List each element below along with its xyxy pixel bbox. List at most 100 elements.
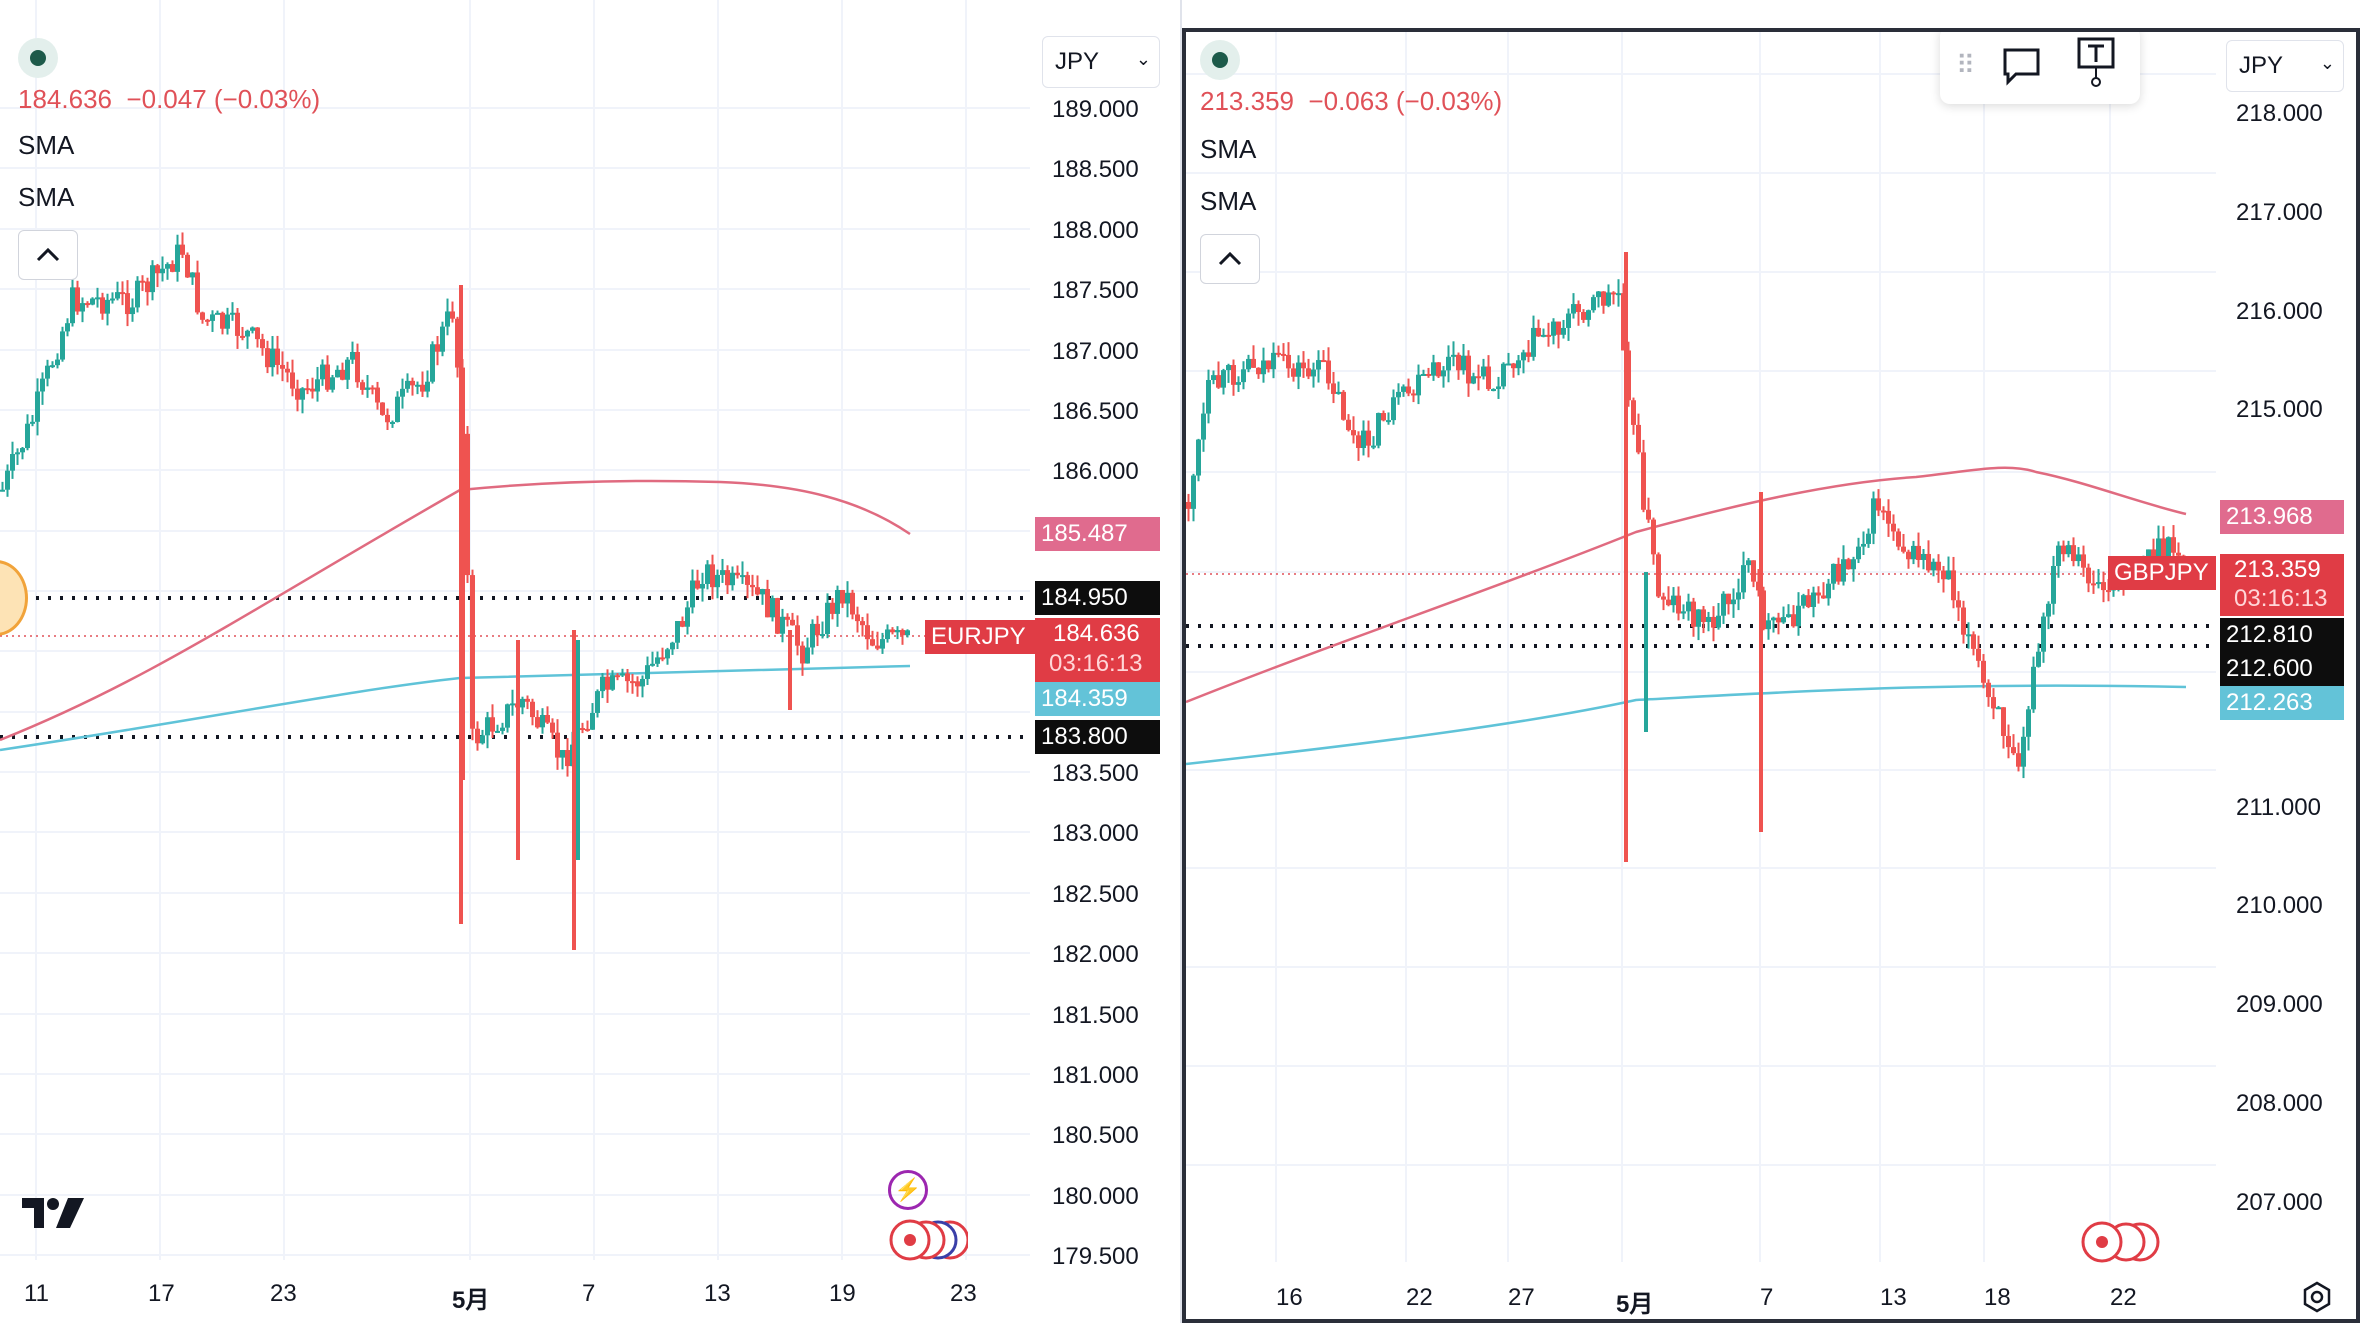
candle-body bbox=[1611, 292, 1616, 295]
candle-body bbox=[1421, 373, 1426, 376]
candle-body bbox=[560, 750, 565, 758]
candle-body bbox=[200, 312, 205, 320]
candle-body bbox=[190, 272, 195, 278]
economic-events-icon[interactable] bbox=[888, 1218, 970, 1262]
candle-body bbox=[1751, 560, 1756, 582]
level-low-tag[interactable]: 212.600 bbox=[2220, 652, 2344, 686]
candle-body bbox=[890, 629, 895, 633]
candle-body bbox=[1866, 533, 1871, 544]
candle-body bbox=[380, 402, 385, 415]
candle-body bbox=[210, 314, 215, 321]
candle-body bbox=[1516, 360, 1521, 369]
candle-body bbox=[1286, 354, 1291, 369]
candle-body bbox=[1921, 553, 1926, 560]
candle-body bbox=[590, 712, 595, 730]
candle-body bbox=[1276, 352, 1281, 355]
candle-body bbox=[500, 727, 505, 731]
candle-body bbox=[1636, 424, 1641, 453]
sma-blue-value-tag: 212.263 bbox=[2220, 686, 2344, 720]
candle-body bbox=[370, 387, 375, 390]
chart-pane-right[interactable]: 213.359 −0.063 (−0.03%) SMA SMA ⠿ JPY ⌄ … bbox=[1182, 28, 2360, 1323]
pane-divider[interactable] bbox=[1180, 0, 1182, 1323]
candle-body bbox=[530, 701, 535, 718]
candle-body bbox=[60, 331, 65, 360]
candle-body bbox=[670, 642, 675, 650]
candle-body bbox=[230, 312, 235, 315]
candle-body bbox=[1201, 413, 1206, 440]
currency-select[interactable]: JPY ⌄ bbox=[1042, 36, 1160, 88]
level-low-tag[interactable]: 183.800 bbox=[1035, 720, 1160, 754]
candle-body bbox=[1396, 391, 1401, 398]
bar-countdown: 03:16:13 bbox=[2234, 585, 2328, 612]
chart-canvas-right[interactable] bbox=[1186, 32, 2356, 1319]
candle-body bbox=[490, 717, 495, 732]
candle-body bbox=[255, 327, 260, 340]
candle-body bbox=[705, 564, 710, 584]
candle-body bbox=[450, 311, 455, 319]
market-status-icon[interactable] bbox=[1200, 40, 1240, 80]
lightning-event-icon[interactable]: ⚡ bbox=[888, 1170, 928, 1210]
candle-body bbox=[1896, 531, 1901, 547]
candle-body bbox=[1621, 293, 1626, 351]
candle-body bbox=[730, 572, 735, 586]
floating-drawing-toolbar[interactable]: ⠿ bbox=[1940, 32, 2140, 104]
tradingview-logo[interactable] bbox=[22, 1196, 86, 1242]
candle-body bbox=[100, 297, 105, 314]
comment-icon[interactable] bbox=[2002, 46, 2042, 86]
candle-body bbox=[1721, 593, 1726, 616]
economic-events-icon[interactable] bbox=[2080, 1220, 2160, 1264]
y-tick: 215.000 bbox=[2236, 396, 2323, 423]
candle-body bbox=[1756, 581, 1761, 591]
text-tool-icon[interactable] bbox=[2076, 36, 2116, 88]
market-status-icon[interactable] bbox=[18, 38, 58, 78]
candle-body bbox=[760, 589, 765, 595]
candle-body bbox=[1581, 312, 1586, 320]
indicator-sma-2[interactable]: SMA bbox=[18, 182, 75, 212]
candle-body bbox=[1371, 445, 1376, 448]
candle-body bbox=[1946, 570, 1951, 580]
currency-select[interactable]: JPY ⌄ bbox=[2226, 40, 2344, 92]
sma-blue-value-tag: 184.359 bbox=[1035, 682, 1160, 716]
candle-body bbox=[445, 311, 450, 327]
candle-body bbox=[1206, 380, 1211, 414]
candle-body bbox=[1191, 475, 1196, 509]
candle-body bbox=[1976, 648, 1981, 661]
candle-body bbox=[2006, 735, 2011, 748]
candle-body bbox=[1891, 523, 1896, 532]
indicator-sma-2[interactable]: SMA bbox=[1200, 186, 1257, 216]
candle-body bbox=[545, 715, 550, 723]
candle-body bbox=[1941, 570, 1946, 580]
candle-body bbox=[205, 319, 210, 322]
candle-body bbox=[1501, 363, 1506, 387]
candle-body bbox=[1306, 368, 1311, 377]
collapse-legend-button[interactable] bbox=[18, 230, 78, 280]
candle-body bbox=[25, 423, 30, 449]
sma-red-value-tag: 185.487 bbox=[1035, 517, 1160, 551]
candle-body bbox=[1256, 367, 1261, 375]
indicator-sma-1[interactable]: SMA bbox=[1200, 134, 1257, 164]
level-high-tag[interactable]: 184.950 bbox=[1035, 581, 1160, 615]
candle-body bbox=[145, 281, 150, 293]
candle-body bbox=[550, 722, 555, 733]
drag-handle-icon[interactable]: ⠿ bbox=[1956, 50, 1975, 80]
candle-body bbox=[345, 359, 350, 380]
chart-canvas-left[interactable] bbox=[0, 0, 1180, 1323]
candle-body bbox=[1931, 561, 1936, 571]
candle-body bbox=[2106, 590, 2111, 593]
x-tick: 18 bbox=[1984, 1284, 2011, 1311]
candle-body bbox=[1266, 360, 1271, 370]
candle-body bbox=[2031, 666, 2036, 710]
candle-body bbox=[2001, 707, 2006, 736]
candle-body bbox=[10, 454, 15, 471]
candle-body bbox=[2101, 582, 2106, 591]
candle-body bbox=[2096, 582, 2101, 585]
candle-body bbox=[1541, 334, 1546, 337]
candle-body bbox=[1411, 393, 1416, 396]
level-high-tag[interactable]: 212.810 bbox=[2220, 618, 2344, 652]
collapse-legend-button[interactable] bbox=[1200, 234, 1260, 284]
settings-icon[interactable] bbox=[2300, 1280, 2334, 1314]
x-tick: 23 bbox=[270, 1280, 297, 1307]
indicator-sma-1[interactable]: SMA bbox=[18, 130, 75, 160]
chart-pane-left[interactable]: 184.636 −0.047 (−0.03%) SMA SMA JPY ⌄ 18… bbox=[0, 0, 1180, 1323]
candle-body bbox=[35, 391, 40, 422]
